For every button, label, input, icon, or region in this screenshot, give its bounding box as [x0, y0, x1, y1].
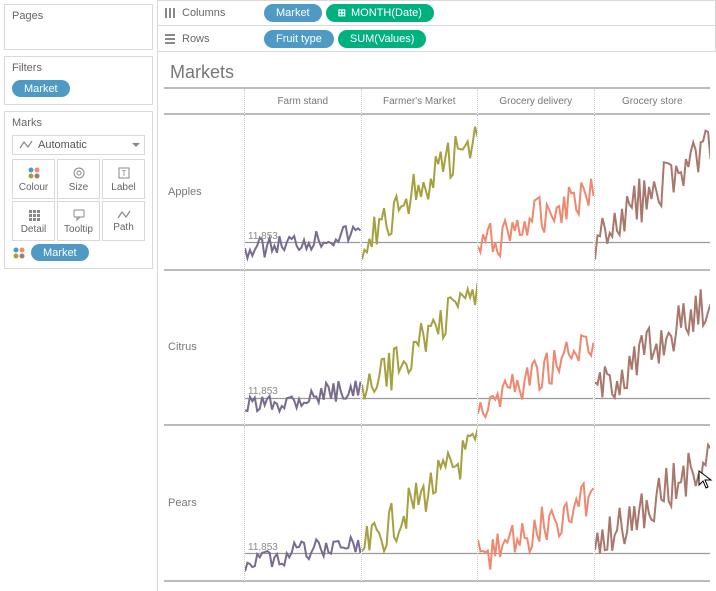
mark-type-select[interactable]: Automatic: [12, 135, 145, 155]
path-icon: [117, 210, 131, 220]
mark-btn-label[interactable]: T Label: [102, 159, 145, 199]
columns-shelf[interactable]: Columns Market⊞MONTH(Date): [157, 0, 716, 26]
chart-cell: 11,853: [244, 426, 361, 582]
chart-cell: [594, 426, 711, 582]
colour-icon: [12, 246, 26, 260]
chart-cell: [477, 271, 594, 427]
columns-pills: Market⊞MONTH(Date): [264, 4, 709, 22]
rows-label-wrap: Rows: [164, 33, 264, 45]
chart-cell: [594, 271, 711, 427]
columns-icon: [164, 7, 176, 19]
mark-btn-tooltip[interactable]: Tooltip: [57, 201, 100, 241]
mark-btn-colour[interactable]: Colour: [12, 159, 55, 199]
chart-cell: 11,853: [244, 271, 361, 427]
pill-fruit-type[interactable]: Fruit type: [264, 30, 334, 48]
rows-pills: Fruit typeSUM(Values): [264, 30, 709, 48]
svg-text:T: T: [121, 169, 126, 178]
filters-title: Filters: [12, 62, 145, 74]
pill-month-date-[interactable]: ⊞MONTH(Date): [326, 4, 434, 22]
pill-sum-values-[interactable]: SUM(Values): [338, 30, 427, 48]
pill-market[interactable]: Market: [264, 4, 322, 22]
chart-cell: 11,853: [244, 115, 361, 271]
colour-icon: [27, 166, 41, 180]
ref-line-label: 11,853: [248, 231, 278, 242]
row-head: Pears: [164, 426, 244, 582]
mark-buttons-grid: Colour Size T Label Detail Tooltip Path: [12, 159, 145, 241]
chevron-down-icon: [132, 143, 140, 147]
col-head: Farm stand: [244, 89, 361, 115]
left-panel: Pages Filters Market Marks Automatic Col…: [0, 0, 157, 591]
shelves: Columns Market⊞MONTH(Date) Rows Fruit ty…: [157, 0, 716, 52]
col-head: Grocery delivery: [477, 89, 594, 115]
mark-colour-assign: Market: [12, 244, 145, 261]
right-panel: Columns Market⊞MONTH(Date) Rows Fruit ty…: [157, 0, 716, 591]
detail-icon: [27, 208, 41, 222]
col-head: Farmer's Market: [361, 89, 478, 115]
size-icon: [72, 166, 86, 180]
line-icon: [19, 140, 33, 150]
mark-btn-size[interactable]: Size: [57, 159, 100, 199]
filter-pill-market[interactable]: Market: [12, 80, 70, 97]
pages-title: Pages: [12, 10, 145, 22]
rows-shelf[interactable]: Rows Fruit typeSUM(Values): [157, 26, 716, 52]
chart-cell: [361, 271, 478, 427]
viz-title: Markets: [158, 52, 716, 87]
mark-btn-detail[interactable]: Detail: [12, 201, 55, 241]
col-head: Grocery store: [594, 89, 711, 115]
chart-cell: [477, 115, 594, 271]
tooltip-icon: [72, 208, 86, 222]
chart-cell: [361, 426, 478, 582]
rows-icon: [164, 33, 176, 45]
pages-card: Pages: [4, 4, 153, 50]
marks-title: Marks: [12, 117, 145, 129]
chart-cell: [594, 115, 711, 271]
chart-cell: [477, 426, 594, 582]
viz-area: Markets Farm standFarmer's MarketGrocery…: [157, 52, 716, 591]
label-icon: T: [117, 166, 131, 180]
ref-line-label: 11,853: [248, 386, 278, 397]
mark-btn-path[interactable]: Path: [102, 201, 145, 241]
columns-label-wrap: Columns: [164, 7, 264, 19]
marks-card: Marks Automatic Colour Size T Label Deta…: [4, 111, 153, 269]
mark-assign-pill[interactable]: Market: [31, 244, 89, 261]
mark-type-label: Automatic: [38, 139, 87, 151]
row-head: Citrus: [164, 271, 244, 427]
viz-grid: Farm standFarmer's MarketGrocery deliver…: [164, 87, 710, 582]
row-head: Apples: [164, 115, 244, 271]
ref-line-label: 11,853: [248, 542, 278, 553]
chart-cell: [361, 115, 478, 271]
filters-card: Filters Market: [4, 56, 153, 105]
